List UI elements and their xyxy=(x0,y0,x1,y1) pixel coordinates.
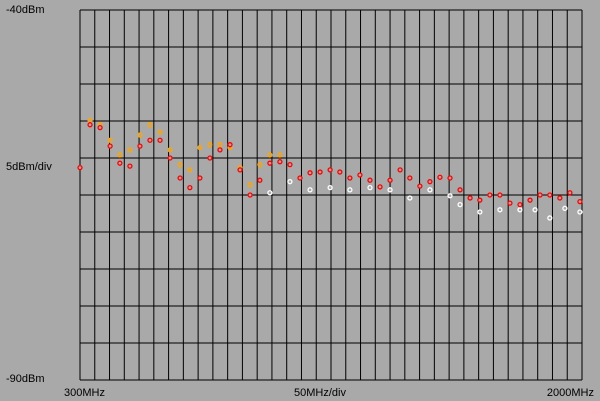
trace-point xyxy=(477,197,483,203)
trace-point xyxy=(197,144,203,151)
trace-point xyxy=(287,179,293,185)
trace-point xyxy=(547,215,553,221)
trace-point xyxy=(467,195,473,201)
trace-point xyxy=(562,205,568,211)
trace-point xyxy=(557,195,563,201)
trace-point xyxy=(107,143,113,149)
trace-point xyxy=(187,167,193,173)
trace-point xyxy=(532,207,538,213)
trace-point xyxy=(507,200,513,206)
trace-point xyxy=(457,187,463,193)
trace-point xyxy=(217,142,223,148)
trace-point xyxy=(247,192,253,198)
trace-point xyxy=(377,184,383,190)
y-tick-label: -40dBm xyxy=(6,4,45,16)
trace-point xyxy=(387,177,393,183)
x-div-label: 50MHz/div xyxy=(294,387,346,399)
trace-point xyxy=(237,167,243,173)
trace-point xyxy=(107,137,113,143)
trace-point xyxy=(547,192,553,198)
trace-point xyxy=(257,177,263,183)
trace-point xyxy=(537,192,543,198)
trace-point xyxy=(577,209,583,215)
trace-point xyxy=(367,177,373,183)
trace-point xyxy=(227,142,233,148)
trace-point xyxy=(267,160,273,166)
x-tick-label: 300MHz xyxy=(64,387,105,399)
trace-point xyxy=(567,190,573,196)
trace-point xyxy=(367,184,373,191)
trace-point xyxy=(397,167,403,173)
trace-point xyxy=(207,155,213,161)
trace-point xyxy=(147,122,153,128)
trace-point xyxy=(267,190,273,196)
trace-point xyxy=(287,162,293,168)
trace-point xyxy=(437,174,443,180)
trace-point xyxy=(177,162,183,168)
x-tick-label: 2000MHz xyxy=(547,387,594,399)
trace-point xyxy=(337,169,343,175)
trace-point xyxy=(167,155,173,161)
trace-point xyxy=(387,187,393,193)
trace-point xyxy=(477,209,483,215)
trace-point xyxy=(177,175,183,181)
trace-point xyxy=(497,192,503,198)
trace-point xyxy=(277,159,283,165)
trace-point xyxy=(527,197,533,203)
trace-point xyxy=(157,129,163,135)
trace-point xyxy=(417,183,423,189)
trace-point xyxy=(317,169,323,175)
trace-point xyxy=(297,175,303,181)
trace-point xyxy=(167,147,173,153)
trace-point xyxy=(497,207,503,213)
trace-point xyxy=(407,175,413,181)
trace-point xyxy=(127,147,133,153)
trace-point xyxy=(117,152,123,158)
trace-point xyxy=(137,132,143,138)
trace-point xyxy=(87,122,93,128)
trace-point xyxy=(207,142,213,148)
trace-point xyxy=(517,201,523,208)
trace-point xyxy=(157,137,163,143)
y-div-label: 5dBm/div xyxy=(6,161,52,173)
trace-point xyxy=(307,187,313,193)
trace-point xyxy=(487,192,493,198)
trace-point xyxy=(517,207,523,213)
trace-point xyxy=(247,181,253,188)
trace-point xyxy=(97,125,103,131)
trace-point xyxy=(427,187,433,193)
trace-point xyxy=(197,175,203,181)
trace-point xyxy=(327,167,333,173)
trace-point xyxy=(577,199,583,205)
trace-point xyxy=(137,143,143,149)
trace-point xyxy=(357,172,363,178)
trace-point xyxy=(257,162,263,168)
trace-point xyxy=(327,184,333,191)
trace-point xyxy=(117,160,123,166)
trace-point xyxy=(277,152,283,158)
trace-point xyxy=(127,163,133,169)
trace-point xyxy=(427,179,433,185)
trace-point xyxy=(347,187,353,193)
trace-point xyxy=(347,175,353,181)
trace-point xyxy=(87,117,93,123)
trace-point xyxy=(447,193,453,199)
trace-point xyxy=(217,147,223,153)
trace-point xyxy=(407,195,413,201)
trace-point xyxy=(187,184,193,191)
y-tick-label: -90dBm xyxy=(6,373,45,385)
trace-point xyxy=(77,164,83,171)
trace-point xyxy=(147,137,153,143)
trace-point xyxy=(447,175,453,181)
trace-point xyxy=(267,152,273,158)
trace-point xyxy=(307,170,313,176)
trace-point xyxy=(457,201,463,208)
